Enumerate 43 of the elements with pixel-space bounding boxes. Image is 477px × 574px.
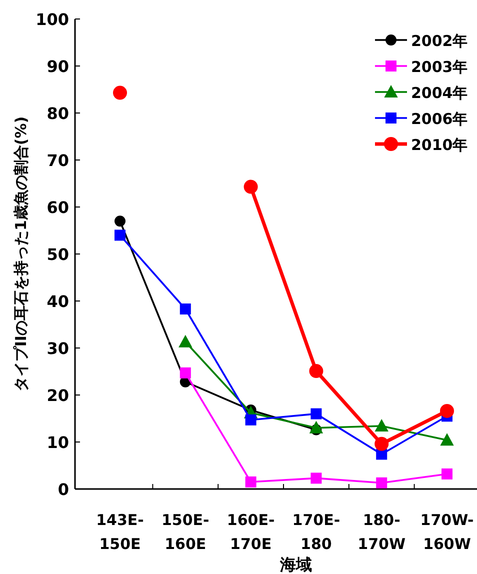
- y-tick-label: 90: [46, 57, 69, 76]
- point: [113, 86, 127, 100]
- point: [309, 364, 324, 378]
- y-tick-label: 70: [46, 151, 69, 170]
- point: [440, 434, 454, 446]
- point: [310, 408, 322, 420]
- point: [114, 216, 126, 227]
- point: [114, 230, 126, 241]
- point: [180, 303, 191, 314]
- y-tick-label: 30: [46, 339, 69, 358]
- x-tick-label: 143E- 150E: [96, 511, 144, 553]
- y-tick-label: 50: [46, 245, 69, 264]
- point: [440, 404, 454, 418]
- y-tick-label: 80: [46, 104, 69, 123]
- y-tick-label: 10: [46, 433, 69, 452]
- legend-label: 2003年: [411, 58, 468, 76]
- point: [310, 472, 322, 484]
- legend-label: 2004年: [411, 84, 468, 102]
- legend-label: 2006年: [411, 110, 468, 128]
- point: [244, 180, 258, 194]
- legend-label: 2002年: [411, 32, 468, 50]
- x-tick-label: 170W- 160W: [420, 511, 474, 553]
- point: [376, 477, 388, 488]
- x-tick-label: 150E- 160E: [162, 511, 210, 553]
- y-tick-label: 60: [46, 198, 69, 217]
- point: [310, 421, 323, 434]
- point: [180, 367, 191, 378]
- y-tick-label: 0: [58, 480, 69, 499]
- point: [178, 335, 192, 348]
- point: [374, 436, 389, 451]
- point: [245, 414, 256, 426]
- point: [375, 420, 388, 432]
- legend-label: 2010年: [411, 136, 468, 154]
- x-tick-label: 170E- 180: [292, 511, 340, 553]
- point: [245, 476, 256, 488]
- y-tick-label: 100: [36, 10, 69, 29]
- y-axis-title: タイプIIの耳石を持った1歳魚の割合(%): [12, 116, 30, 392]
- point: [442, 468, 452, 480]
- y-tick-label: 20: [46, 386, 69, 405]
- x-axis-title: 海域: [279, 555, 312, 574]
- x-tick-label: 160E- 170E: [226, 511, 275, 553]
- x-tick-label: 180- 170W: [358, 511, 406, 553]
- y-tick-label: 40: [46, 292, 69, 311]
